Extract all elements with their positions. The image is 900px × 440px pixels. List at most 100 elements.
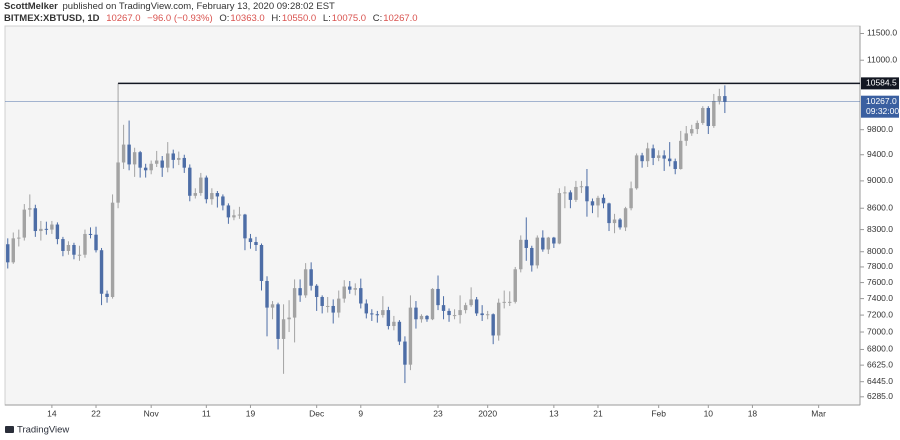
candle-body [717, 96, 722, 101]
y-tick-label: 7400.0 [867, 293, 893, 303]
candle [160, 156, 164, 177]
candle [656, 150, 661, 162]
candle-body [61, 239, 65, 251]
candle-body [656, 155, 661, 158]
candle-body [524, 239, 528, 248]
y-tick-label: 6445.0 [867, 376, 893, 386]
footer-logo[interactable]: TradingView [5, 425, 69, 436]
candle [430, 288, 435, 321]
candle-body [469, 299, 473, 306]
candle [634, 153, 639, 190]
candle-body [50, 224, 54, 230]
candle [61, 236, 65, 257]
candle [44, 221, 49, 235]
candle [546, 236, 551, 254]
candle-body [298, 288, 302, 296]
candle-body [127, 144, 131, 165]
candle-body [563, 192, 567, 194]
candle-body [320, 296, 324, 306]
candle-body [474, 299, 479, 314]
candle [265, 276, 269, 337]
candle-body [557, 193, 562, 244]
candle [712, 93, 716, 128]
candle [513, 266, 517, 304]
candle [381, 296, 385, 318]
candle-body [276, 304, 280, 339]
publish-info: published on TradingView.com, February 1… [62, 1, 335, 12]
candle [469, 287, 473, 307]
candle-body [430, 288, 435, 320]
candle [331, 299, 335, 324]
candle-body [182, 157, 186, 168]
candle-body [166, 153, 170, 168]
candle [303, 263, 308, 298]
candle-body [121, 144, 126, 163]
candle [441, 296, 446, 320]
candle-body [215, 193, 220, 197]
candle-body [441, 305, 446, 311]
candle [193, 188, 198, 199]
candle-body [386, 310, 391, 327]
candle-body [684, 133, 688, 141]
candle [690, 124, 694, 136]
candle-body [359, 288, 363, 304]
high-value: 10550.0 [281, 13, 317, 24]
candle-body [690, 129, 694, 134]
candle [39, 220, 43, 241]
candle [132, 147, 137, 177]
candle-body [541, 237, 545, 250]
candle-body [502, 301, 506, 303]
candle-body [193, 193, 198, 196]
author[interactable]: ScottMelker [4, 1, 58, 12]
candle [204, 175, 209, 204]
candle-body [618, 219, 622, 228]
candle [695, 120, 699, 134]
candle-body [701, 107, 705, 123]
candle-body [265, 280, 269, 308]
x-tick-label: Dec [309, 408, 325, 418]
candle [706, 106, 711, 134]
open-value: 10363.0 [230, 13, 265, 24]
candle [259, 243, 264, 291]
candle-body [496, 302, 501, 336]
candle-body [414, 307, 418, 320]
candle [557, 188, 562, 245]
candle-body [210, 193, 214, 200]
candle [563, 186, 567, 209]
candle [645, 142, 650, 168]
candle-body [579, 186, 584, 188]
x-tick-label: 22 [91, 408, 101, 418]
y-tick-label: 7000.0 [867, 326, 893, 336]
candle-body [392, 321, 396, 327]
candle-body [99, 250, 104, 294]
y-tick-label: 7800.0 [867, 261, 893, 271]
x-tick-label: 18 [748, 408, 758, 418]
candle [6, 238, 10, 269]
candle [353, 283, 357, 296]
candle-body [673, 161, 677, 169]
candle [121, 124, 126, 169]
candle [574, 180, 578, 202]
candle-body [712, 100, 716, 127]
candle-body [199, 177, 203, 194]
candle [662, 150, 666, 171]
candle [55, 222, 60, 245]
candle-body [629, 188, 633, 209]
candle [232, 209, 236, 221]
candle [210, 188, 214, 205]
candle [701, 106, 705, 125]
candle-body [270, 304, 275, 308]
candle-body [132, 152, 137, 165]
candle [552, 236, 556, 248]
candle-body [419, 315, 424, 320]
candle-body [403, 341, 407, 365]
candle [524, 217, 528, 261]
candle-body [221, 196, 225, 206]
candle-body [110, 202, 115, 297]
candle-body [546, 237, 551, 250]
candle-body [33, 208, 38, 232]
open-label: O: [219, 13, 230, 24]
candle [88, 227, 93, 239]
candle-body [83, 233, 87, 255]
